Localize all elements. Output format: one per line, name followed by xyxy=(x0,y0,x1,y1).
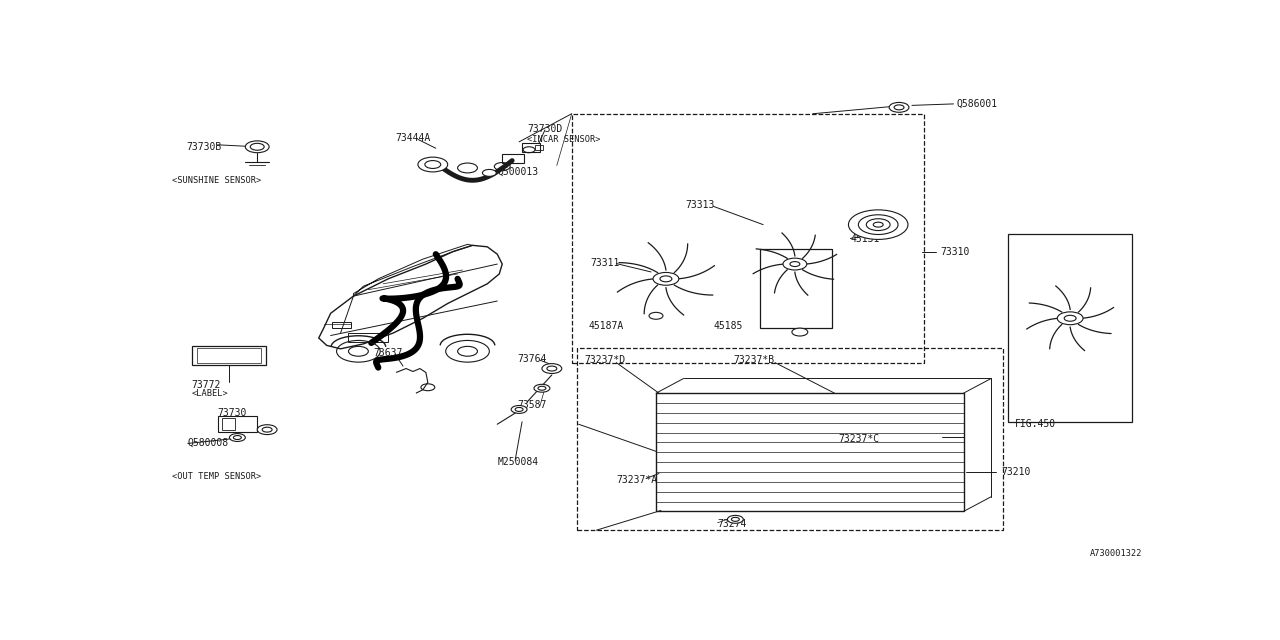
Text: 73237*B: 73237*B xyxy=(733,355,774,365)
Text: 73587: 73587 xyxy=(517,399,547,410)
Circle shape xyxy=(792,328,808,336)
Text: Q580008: Q580008 xyxy=(188,438,229,447)
Circle shape xyxy=(783,258,806,270)
Bar xyxy=(1009,234,1132,422)
Text: 73237*D: 73237*D xyxy=(585,355,626,365)
Circle shape xyxy=(457,163,477,173)
Circle shape xyxy=(229,433,246,442)
Text: 73772: 73772 xyxy=(192,380,221,390)
Bar xyxy=(760,249,832,328)
Text: 73444A: 73444A xyxy=(396,133,430,143)
Circle shape xyxy=(653,273,678,285)
Circle shape xyxy=(246,141,269,153)
Text: 73313: 73313 xyxy=(686,200,716,210)
Circle shape xyxy=(849,210,908,239)
Text: 73311: 73311 xyxy=(590,257,620,268)
Circle shape xyxy=(541,364,562,374)
Circle shape xyxy=(890,102,909,112)
Text: 73764: 73764 xyxy=(517,354,547,364)
Circle shape xyxy=(727,515,744,524)
Text: 73310: 73310 xyxy=(941,247,970,257)
Bar xyxy=(332,322,352,328)
Text: 73637: 73637 xyxy=(374,348,403,358)
Text: 73730D: 73730D xyxy=(527,124,562,134)
Text: FIG.450: FIG.450 xyxy=(1015,419,1056,429)
Text: Q586001: Q586001 xyxy=(956,99,997,109)
Text: 73237*C: 73237*C xyxy=(838,433,879,444)
Circle shape xyxy=(511,406,527,413)
Bar xyxy=(218,416,257,431)
Bar xyxy=(197,348,261,363)
Text: <INCAR SENSOR>: <INCAR SENSOR> xyxy=(527,135,600,144)
Bar xyxy=(535,145,543,150)
Text: 73730: 73730 xyxy=(218,408,247,418)
Text: 73274: 73274 xyxy=(718,519,746,529)
Circle shape xyxy=(873,222,883,227)
Circle shape xyxy=(649,312,663,319)
Text: <LABEL>: <LABEL> xyxy=(192,388,229,397)
Text: 45187A: 45187A xyxy=(589,321,623,331)
Bar xyxy=(192,346,266,365)
Bar xyxy=(576,348,1004,530)
Circle shape xyxy=(534,384,550,392)
Bar xyxy=(502,154,524,163)
Bar xyxy=(221,418,236,429)
Circle shape xyxy=(257,425,276,435)
Circle shape xyxy=(417,157,448,172)
Bar xyxy=(657,393,964,511)
Text: M250084: M250084 xyxy=(498,457,539,467)
Bar xyxy=(348,333,388,342)
Text: 73210: 73210 xyxy=(1001,467,1030,477)
Text: 45185: 45185 xyxy=(713,321,742,331)
Text: A730001322: A730001322 xyxy=(1089,549,1142,558)
Text: 45131: 45131 xyxy=(850,234,879,244)
Text: Q500013: Q500013 xyxy=(498,166,539,177)
Text: <OUT TEMP SENSOR>: <OUT TEMP SENSOR> xyxy=(172,472,261,481)
Text: 73730B: 73730B xyxy=(187,142,221,152)
Text: 73237*A: 73237*A xyxy=(617,475,658,485)
Text: <SUNSHINE SENSOR>: <SUNSHINE SENSOR> xyxy=(172,176,261,185)
Circle shape xyxy=(483,170,497,177)
Bar xyxy=(572,114,924,363)
Circle shape xyxy=(1057,312,1083,324)
Bar xyxy=(522,143,540,152)
